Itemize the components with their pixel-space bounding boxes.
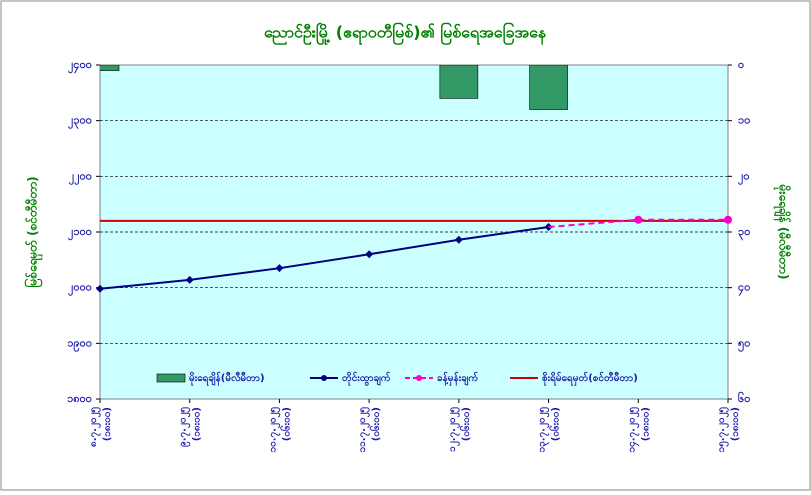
x-tick-label: (၁၈း၀၀) xyxy=(192,407,203,441)
marker xyxy=(185,275,194,284)
y-axis-title: မြစ်ရေမှတ် (စင်တီမီတာ) xyxy=(23,176,44,287)
x-tick-label: (၀၆း၀၀) xyxy=(369,407,382,441)
y2-axis-title: မိုးရေချိန် (မီလီမီတာ) xyxy=(773,184,793,280)
legend-swatch xyxy=(156,373,186,383)
x-tick-label: ၉.၇.၂၀၂၅ xyxy=(178,407,192,447)
legend-label: တိုင်းထွာချက် xyxy=(342,371,391,387)
y-tick-label: ၂၃၀၀ xyxy=(68,114,92,130)
y-tick-label: ၂၁၀၀ xyxy=(68,225,92,241)
legend-label: ခန့်မှန်းချက် xyxy=(437,371,478,387)
rain-bar xyxy=(529,65,568,110)
rain-bar xyxy=(439,65,479,99)
x-tick-label: ၁၁.၇.၂၀၂၅ xyxy=(357,407,371,453)
x-tick-label: (၁၈း၀၀) xyxy=(730,407,741,441)
x-tick-label: ၁၄.၇.၂၀၂၅ xyxy=(626,407,640,453)
x-tick-label: (၀၆း၀၀) xyxy=(279,407,292,441)
y2-tick-label: ၁၀ xyxy=(738,114,750,127)
rain-bar xyxy=(100,65,120,71)
legend-label: မိုးရေချိန်(မီလီမီတာ) xyxy=(189,371,265,387)
y-tick-label: ၁၉၀၀ xyxy=(67,336,92,352)
series-line xyxy=(99,226,549,290)
forecast-marker xyxy=(634,215,643,224)
legend-marker xyxy=(321,375,327,381)
legend-marker xyxy=(416,375,422,381)
y-tick-label: ၂၄၀၀ xyxy=(68,58,92,74)
x-tick-label: ၁၅.၇.၂၀၂၅ xyxy=(716,407,730,453)
marker xyxy=(96,284,104,293)
y2-tick-label: ၂၀ xyxy=(738,169,750,185)
plot-area xyxy=(99,64,729,400)
y2-tick-label: ၆၀ xyxy=(738,392,750,405)
y-tick-label: ၂၂၀၀ xyxy=(69,169,92,185)
marker xyxy=(275,264,284,273)
x-tick-label: (၀၆း၀၀) xyxy=(459,407,472,441)
marker xyxy=(454,235,463,244)
y2-tick-label: ၅၀ xyxy=(738,336,750,352)
x-tick-label: ၁၀.၇.၂၀၂၅ xyxy=(267,407,281,453)
y2-tick-label: ၀ xyxy=(738,58,744,71)
legend-label: စိုးရိမ်ရေမှတ်(စင်တီမီတာ) xyxy=(542,371,638,387)
x-tick-label: (၁၈း၀၀) xyxy=(640,407,651,441)
x-tick-label: ၁၂.၇.၂၀၂၅ xyxy=(447,407,461,452)
forecast-marker xyxy=(724,215,732,224)
y2-tick-label: ၃၀ xyxy=(738,225,750,241)
x-tick-label: (၁၈း၀၀) xyxy=(102,407,113,441)
x-tick-label: ၈.၇.၂၀၂၅ xyxy=(88,407,102,447)
y-tick-label: ၂၀၀၀ xyxy=(68,281,92,297)
x-tick-label: (၀၆း၀၀) xyxy=(549,407,562,441)
y-tick-label: ၁၈၀၀ xyxy=(67,392,92,405)
x-tick-label: ၁၃.၇.၂၀၂၅ xyxy=(537,407,551,453)
marker xyxy=(365,250,374,259)
y2-tick-label: ၄၀ xyxy=(738,281,750,297)
